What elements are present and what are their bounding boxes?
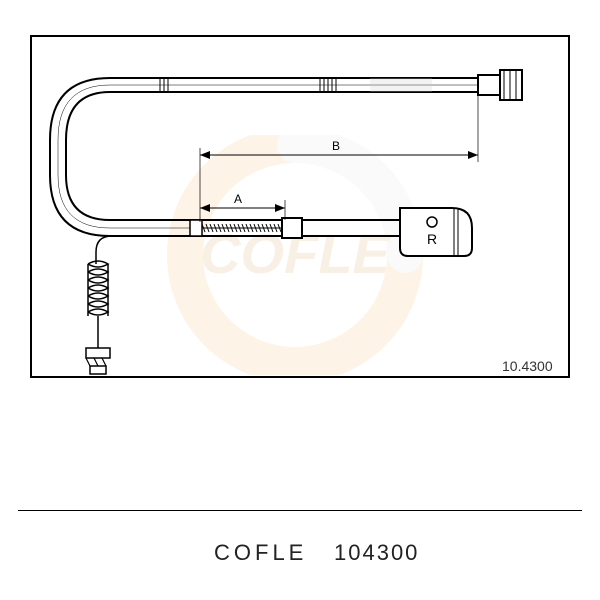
footer-brand: COFLE	[214, 540, 307, 566]
top-end-fitting	[478, 70, 522, 100]
dimension-a: A	[200, 192, 285, 220]
diagram-stage: COFLE	[0, 0, 600, 600]
lever-bracket-r: R	[400, 208, 472, 256]
lever-label: R	[427, 231, 437, 247]
return-spring	[88, 236, 112, 316]
dim-b-label: B	[332, 139, 340, 153]
footer-divider	[18, 510, 582, 511]
part-number: 10.4300	[502, 358, 553, 374]
wire-end-fitting	[86, 316, 110, 374]
footer-sku: 104300	[334, 540, 419, 566]
dim-a-label: A	[234, 192, 242, 206]
